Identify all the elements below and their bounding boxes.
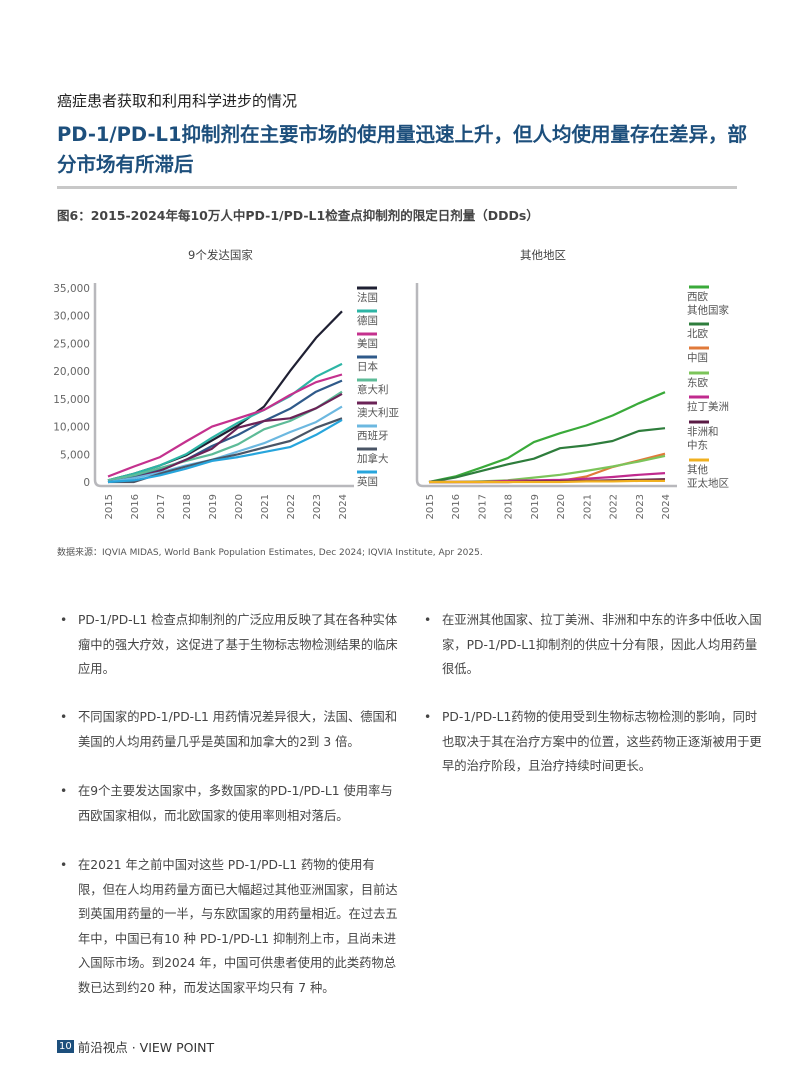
legend-label: 其他国家 [687,304,729,317]
bullet-icon: • [60,858,68,872]
x-tick-label: 2021 [582,494,593,519]
x-tick-label: 2024 [338,494,349,519]
x-tick-label: 2021 [260,494,271,519]
legend-label: 意大利 [357,383,389,396]
x-tick-label: 2023 [635,494,646,519]
x-tick-label: 2020 [234,494,245,519]
y-tick-label: 30,000 [53,311,90,323]
legend-label: 中国 [687,351,708,364]
bullet-item: • 在2021 年之前中国对这些 PD-1/PD-L1 药物的使用有限，但在人均用… [60,853,398,1000]
figure-title: 图6：2015-2024年每10万人中PD-1/PD-L1检查点抑制剂的限定日剂… [57,208,539,223]
legend-label: 美国 [357,337,378,350]
right-chart-title: 其他地区 [520,248,566,262]
bullet-icon: • [60,710,68,724]
footer: 10 前沿视点 · VIEW POINT [57,1037,214,1056]
bullet-item: • 在9个主要发达国家中，多数国家的PD-1/PD-L1 使用率与西欧国家相似，而… [60,779,398,828]
bullet-item: • PD-1/PD-L1药物的使用受到生物标志物检测的影响，同时也取决于其在治疗方… [424,705,762,779]
y-tick-label: 20,000 [53,366,90,378]
axis-line [93,283,354,488]
x-tick-label: 2017 [477,494,488,519]
legend-label: 非洲和 [687,426,719,438]
bullet-text: 在亚洲其他国家、拉丁美洲、非洲和中东的许多中低收入国家，PD-1/PD-L1抑制… [442,613,762,676]
bullet-text: 在2021 年之前中国对这些 PD-1/PD-L1 药物的使用有限，但在人均用药… [78,858,398,995]
bullet-item: • PD-1/PD-L1 检查点抑制剂的广泛应用反映了其在各种实体瘤中的强大疗效，… [60,608,398,682]
series-line-中国 [429,452,666,484]
series-line-美国 [107,373,343,478]
legend-label: 澳大利亚 [357,406,399,419]
bullet-icon: • [424,710,432,724]
x-tick-label: 2020 [556,494,567,519]
charts: 0 5,000 10,000 15,000 20,000 25,000 30,000 35,0… [53,283,729,519]
legend-label: 中东 [687,439,708,452]
x-tick-label: 2016 [130,494,141,519]
x-tick-label: 2019 [530,494,541,519]
x-tick-label: 2018 [504,494,515,519]
x-tick-label: 2022 [286,494,297,519]
axis-line [415,283,677,488]
bullet-item: • 不同国家的PD-1/PD-L1 用药情况差异很大，法国、德国和美国的人均用药量… [60,705,398,754]
x-tick-label: 2019 [208,494,219,519]
series-line-其他亚太地区 [429,479,665,484]
legend-label: 亚太地区 [687,477,729,490]
x-tick-label: 2023 [312,494,323,519]
legend-label: 北欧 [687,328,708,340]
legend-label: 其他 [687,463,708,476]
legend-label: 法国 [357,291,378,304]
page-number: 10 [57,1040,74,1053]
series-line-澳大利亚 [107,392,343,484]
legend-label: 西欧 [687,291,708,303]
bullet-icon: • [424,613,432,627]
left-chart-title: 9个发达国家 [188,248,253,262]
legend-label: 日本 [357,360,378,373]
y-tick-label: 15,000 [53,394,90,406]
bullet-text: PD-1/PD-L1药物的使用受到生物标志物检测的影响，同时也取决于其在治疗方案… [442,710,762,773]
series-line-东欧 [429,454,666,484]
divider [57,186,737,189]
section-title: 癌症患者获取和利用科学进步的情况 [57,92,298,110]
bullet-text: 在9个主要发达国家中，多数国家的PD-1/PD-L1 使用率与西欧国家相似，而北… [78,784,393,823]
legend-label: 加拿大 [357,452,389,465]
y-tick-label: 35,000 [53,283,90,295]
x-tick-label: 2024 [661,494,672,519]
bullet-text: 不同国家的PD-1/PD-L1 用药情况差异很大，法国、德国和美国的人均用药量几… [78,710,398,749]
y-tick-label: 10,000 [53,422,90,434]
x-tick-label: 2018 [182,494,193,519]
y-tick-label: 0 [83,477,90,489]
bullet-item: • 在亚洲其他国家、拉丁美洲、非洲和中东的许多中低收入国家，PD-1/PD-L1抑… [424,608,762,682]
x-tick-label: 2015 [425,494,436,519]
bullet-icon: • [60,784,68,798]
series-line-日本 [107,379,343,484]
legend-label: 西班牙 [357,430,389,442]
legend-label: 德国 [357,314,378,327]
y-tick-label: 25,000 [53,338,90,350]
x-tick-label: 2016 [451,494,462,519]
headline: PD-1/PD-L1抑制剂在主要市场的使用量迅速上升，但人均使用量存在差异，部分… [57,123,748,176]
y-tick-label: 5,000 [60,449,90,461]
x-tick-label: 2015 [104,494,115,519]
bullet-icon: • [60,613,68,627]
series-line-西班牙 [107,405,343,484]
legend-label: 拉丁美洲 [687,400,729,413]
series-line-英国 [107,418,343,484]
bullet-text: PD-1/PD-L1 检查点抑制剂的广泛应用反映了其在各种实体瘤中的强大疗效，这… [78,613,398,676]
legend-label: 东欧 [687,376,708,389]
footer-label: 前沿视点 · VIEW POINT [77,1040,215,1055]
x-tick-label: 2022 [609,494,620,519]
x-tick-label: 2017 [156,494,167,519]
legend-label: 英国 [357,475,378,488]
series-line-意大利 [107,390,343,482]
series-line-北欧 [428,427,666,484]
source-note: 数据来源：IQVIA MIDAS, World Bank Population … [57,548,483,558]
series-line-西欧其他国家 [428,391,666,484]
series-line-德国 [107,362,343,482]
